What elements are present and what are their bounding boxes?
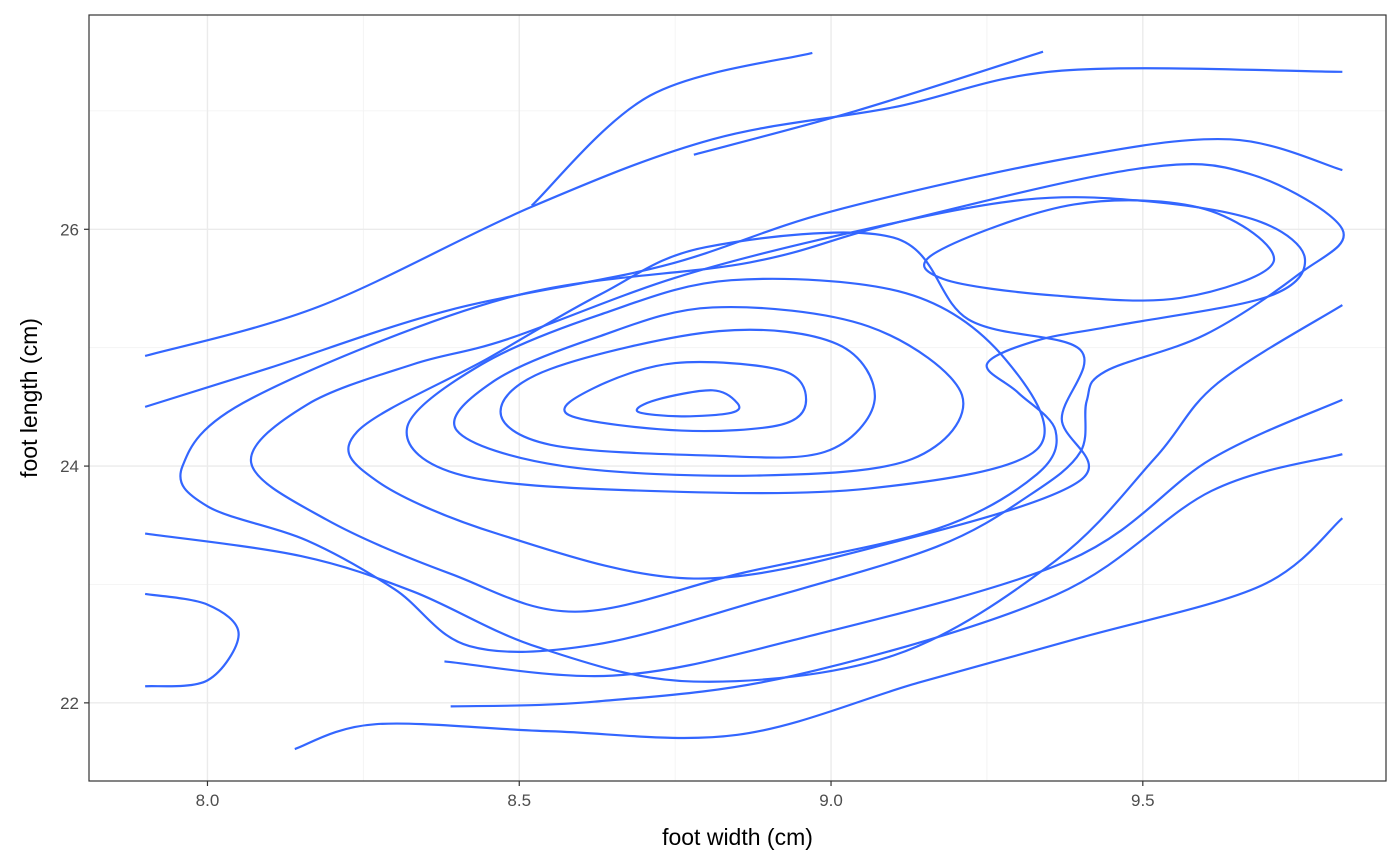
contour-line-7	[923, 199, 1275, 302]
contour-line-10	[144, 304, 1343, 683]
y-axis-title: foot length (cm)	[16, 318, 42, 478]
x-axis-ticks: 8.0 8.5 9.0 9.5	[196, 781, 1155, 810]
contour-line-13	[450, 453, 1343, 708]
minor-gridlines	[89, 15, 1386, 781]
contour-line-4	[453, 306, 965, 477]
contour-line-2	[563, 360, 808, 433]
density-contours	[144, 50, 1345, 751]
major-gridlines	[89, 15, 1386, 781]
contour-line-8	[250, 196, 1307, 613]
contour-line-9	[179, 163, 1345, 653]
contour-line-6	[347, 231, 1090, 580]
contour-line-18	[693, 50, 1044, 156]
x-tick-label: 8.0	[196, 791, 220, 810]
y-tick-label: 26	[60, 220, 79, 239]
y-tick-label: 24	[60, 457, 79, 476]
contour-line-1	[635, 389, 741, 418]
contour-line-15	[144, 137, 1343, 408]
x-axis-title: foot width (cm)	[662, 824, 813, 850]
contour-line-17	[530, 51, 813, 207]
contour-line-14	[444, 398, 1343, 678]
contour-line-5	[405, 277, 1046, 495]
y-axis-ticks: 22 24 26	[60, 220, 89, 713]
x-tick-label: 9.5	[1131, 791, 1155, 810]
panel-border	[88, 14, 1387, 782]
contour-line-12	[294, 517, 1344, 751]
x-tick-label: 8.5	[507, 791, 531, 810]
contour-line-11	[144, 592, 240, 688]
contour-line-3	[499, 328, 876, 459]
contour-line-16	[144, 67, 1343, 358]
y-tick-label: 22	[60, 694, 79, 713]
x-tick-label: 9.0	[819, 791, 843, 810]
